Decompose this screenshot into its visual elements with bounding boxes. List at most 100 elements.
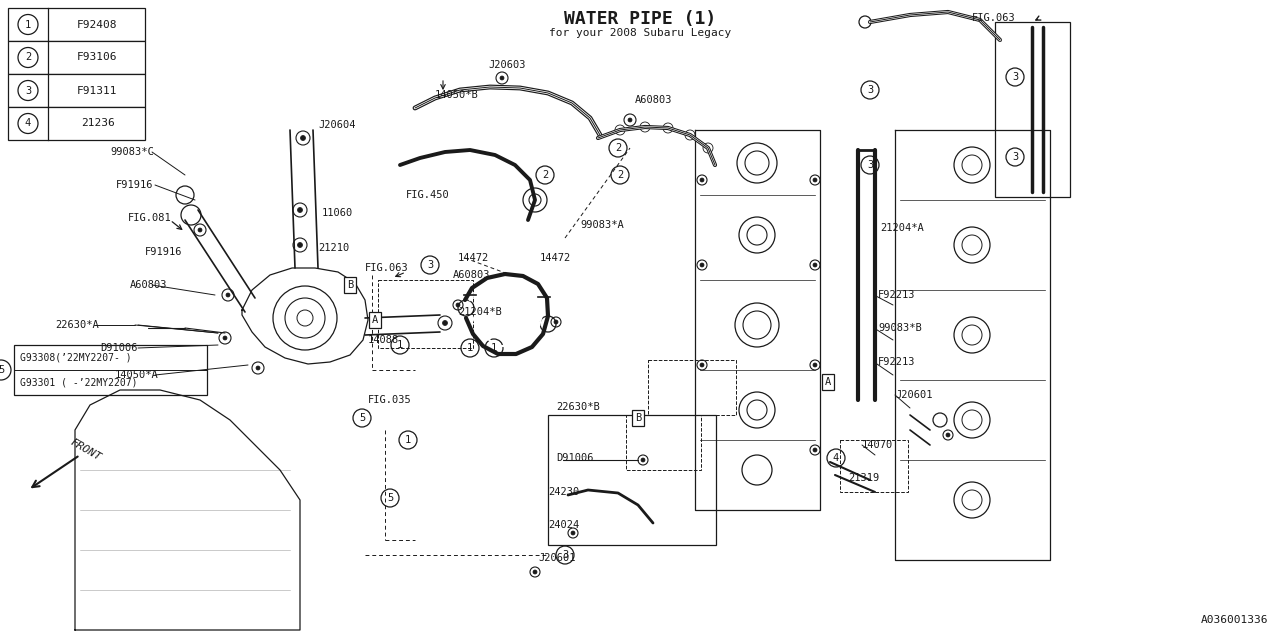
Text: F91916: F91916 xyxy=(145,247,183,257)
Circle shape xyxy=(456,303,460,307)
Text: B: B xyxy=(347,280,353,290)
Text: 1: 1 xyxy=(397,340,403,350)
Text: 5: 5 xyxy=(0,365,4,375)
Circle shape xyxy=(227,293,230,297)
Text: 21204*A: 21204*A xyxy=(881,223,924,233)
Text: A: A xyxy=(372,315,378,325)
Text: 5: 5 xyxy=(358,413,365,423)
Text: 3: 3 xyxy=(562,550,568,560)
Text: FRONT: FRONT xyxy=(68,438,102,463)
Text: J20601: J20601 xyxy=(538,553,576,563)
Text: 1: 1 xyxy=(24,19,31,29)
Text: J20601: J20601 xyxy=(895,390,933,400)
Circle shape xyxy=(700,363,704,367)
Bar xyxy=(8,107,145,140)
Circle shape xyxy=(301,136,306,141)
Text: FIG.035: FIG.035 xyxy=(369,395,412,405)
Text: 2: 2 xyxy=(24,52,31,63)
Text: 14472: 14472 xyxy=(458,253,489,263)
Text: 24230: 24230 xyxy=(548,487,580,497)
Circle shape xyxy=(700,178,704,182)
Text: D91006: D91006 xyxy=(556,453,594,463)
Circle shape xyxy=(813,448,817,452)
Text: 24024: 24024 xyxy=(548,520,580,530)
Text: 3: 3 xyxy=(426,260,433,270)
Circle shape xyxy=(223,336,227,340)
Text: WATER PIPE (1): WATER PIPE (1) xyxy=(564,10,716,28)
Text: 4: 4 xyxy=(833,453,840,463)
Text: J20604: J20604 xyxy=(317,120,356,130)
Text: FIG.450: FIG.450 xyxy=(406,190,449,200)
Bar xyxy=(648,360,736,415)
Text: 5: 5 xyxy=(387,493,393,503)
Text: 21204*B: 21204*B xyxy=(458,307,502,317)
Text: 3: 3 xyxy=(1012,72,1018,82)
Circle shape xyxy=(297,310,314,326)
Circle shape xyxy=(256,366,260,370)
Text: 99083*C: 99083*C xyxy=(110,147,154,157)
Text: A036001336: A036001336 xyxy=(1201,615,1268,625)
Bar xyxy=(14,345,207,395)
Text: F92408: F92408 xyxy=(77,19,118,29)
Text: 14050*A: 14050*A xyxy=(115,370,159,380)
Bar xyxy=(995,22,1070,197)
Bar xyxy=(8,8,145,41)
Text: A60803: A60803 xyxy=(131,280,168,290)
Text: 3: 3 xyxy=(1012,152,1018,162)
Bar xyxy=(8,41,145,74)
Text: 14472: 14472 xyxy=(540,253,571,263)
Text: 99083*A: 99083*A xyxy=(580,220,623,230)
Text: F91311: F91311 xyxy=(77,86,118,95)
Circle shape xyxy=(571,531,575,535)
Circle shape xyxy=(500,76,504,80)
Text: 22630*A: 22630*A xyxy=(55,320,99,330)
Text: 11060: 11060 xyxy=(323,208,353,218)
Text: 22630*B: 22630*B xyxy=(556,402,600,412)
Circle shape xyxy=(554,320,558,324)
Text: 1: 1 xyxy=(490,343,497,353)
Text: F91916: F91916 xyxy=(116,180,154,190)
Text: J20603: J20603 xyxy=(488,60,526,70)
Text: for your 2008 Subaru Legacy: for your 2008 Subaru Legacy xyxy=(549,28,731,38)
Circle shape xyxy=(946,433,950,437)
Text: G93301 ( -’22MY2207): G93301 ( -’22MY2207) xyxy=(20,378,137,387)
Text: 21236: 21236 xyxy=(81,118,114,129)
Bar xyxy=(626,415,701,470)
Circle shape xyxy=(297,243,302,248)
Bar xyxy=(548,415,716,545)
Text: A60803: A60803 xyxy=(453,270,490,280)
Text: 2: 2 xyxy=(614,143,621,153)
Circle shape xyxy=(700,263,704,267)
Circle shape xyxy=(641,458,645,462)
Text: A60803: A60803 xyxy=(635,95,672,105)
Text: G93308(’22MY2207- ): G93308(’22MY2207- ) xyxy=(20,353,132,362)
Circle shape xyxy=(813,363,817,367)
Text: D91006: D91006 xyxy=(100,343,137,353)
Text: 14050*B: 14050*B xyxy=(435,90,479,100)
Text: 21210: 21210 xyxy=(317,243,349,253)
Text: FIG.063: FIG.063 xyxy=(365,263,408,273)
Circle shape xyxy=(813,263,817,267)
Text: 2: 2 xyxy=(541,170,548,180)
Text: 99083*B: 99083*B xyxy=(878,323,922,333)
Bar xyxy=(840,440,908,492)
Bar xyxy=(378,280,474,348)
Circle shape xyxy=(813,178,817,182)
Text: 14088: 14088 xyxy=(369,335,399,345)
Text: 4: 4 xyxy=(24,118,31,129)
Text: F92213: F92213 xyxy=(878,290,915,300)
Text: A: A xyxy=(824,377,831,387)
Text: 1: 1 xyxy=(467,343,474,353)
Circle shape xyxy=(443,321,448,326)
Text: 3: 3 xyxy=(867,160,873,170)
Circle shape xyxy=(700,448,704,452)
Text: 2: 2 xyxy=(617,170,623,180)
Text: 14070: 14070 xyxy=(861,440,893,450)
Circle shape xyxy=(628,118,632,122)
Text: F93106: F93106 xyxy=(77,52,118,63)
Text: 3: 3 xyxy=(867,85,873,95)
Text: F92213: F92213 xyxy=(878,357,915,367)
Circle shape xyxy=(198,228,202,232)
Text: FIG.081: FIG.081 xyxy=(128,213,172,223)
Text: B: B xyxy=(635,413,641,423)
